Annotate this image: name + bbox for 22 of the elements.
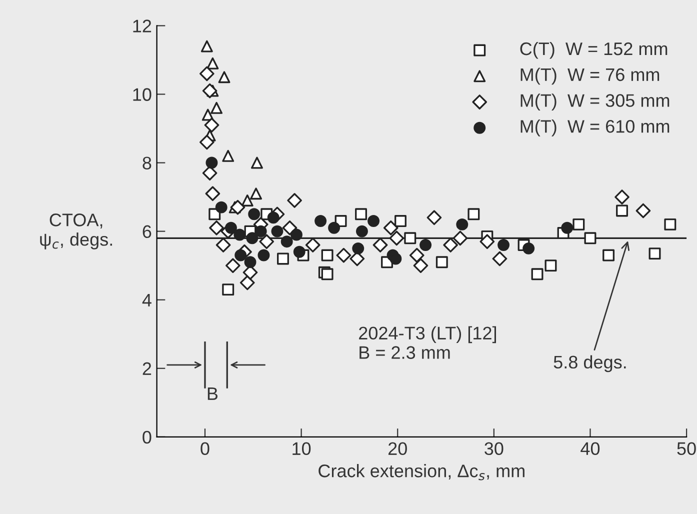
annotation: 5.8 degs. (554, 355, 626, 372)
annotation: B (208, 387, 218, 400)
y-tick-label: 12 (133, 20, 152, 32)
x-tick-label: 10 (292, 442, 311, 456)
annotation: 2024-T3 (LT) [12] B = 2.3 mm (359, 326, 496, 359)
x-tick-label: 20 (388, 442, 407, 456)
x-tick-label: 50 (677, 442, 696, 456)
x-axis-title: Crack extension, Δc$_{s}$, mm (318, 464, 524, 480)
x-tick-label: 0 (200, 442, 210, 456)
legend-label: M(T) W = 76 mm (520, 68, 660, 85)
y-tick-label: 8 (142, 156, 152, 170)
x-tick-label: 30 (484, 442, 504, 456)
y-axis-title: CTOA, ψ$_{c}$, degs. (40, 214, 112, 250)
y-tick-label: 4 (142, 294, 152, 306)
y-tick-label: 2 (142, 362, 152, 375)
legend-label: C(T) W = 152 mm (520, 42, 668, 59)
legend-label: M(T) W = 305 mm (520, 94, 670, 110)
x-tick-label: 40 (580, 442, 600, 456)
legend-label: M(T) W = 610 mm (520, 120, 670, 136)
y-tick-label: 10 (133, 88, 152, 101)
y-tick-label: 0 (142, 430, 152, 444)
y-tick-label: 6 (142, 225, 152, 238)
